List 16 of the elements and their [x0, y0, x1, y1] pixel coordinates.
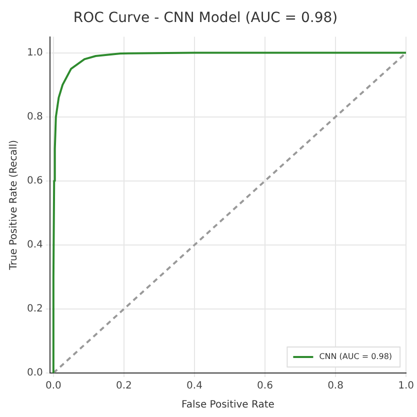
x-tick-label: 0.6	[257, 380, 273, 392]
y-axis-title: True Positive Rate (Recall)	[8, 140, 20, 271]
x-tick-label: 0.8	[328, 380, 344, 392]
x-axis-title: False Positive Rate	[182, 400, 274, 411]
x-tick-label: 0.4	[186, 380, 202, 392]
chart-title: ROC Curve - CNN Model (AUC = 0.98)	[73, 10, 338, 26]
y-tick-label: 0.2	[26, 304, 43, 315]
x-tick-label: 0.0	[45, 380, 62, 392]
legend-label: CNN (AUC = 0.98)	[319, 352, 392, 362]
y-tick-label: 0.8	[26, 111, 43, 122]
y-tick-label: 1.0	[26, 47, 43, 58]
y-tick-label: 0.0	[26, 368, 43, 379]
y-tick-label: 0.6	[26, 175, 43, 186]
x-tick-label: 0.2	[116, 380, 132, 392]
x-tick-label: 1.0	[398, 380, 414, 392]
y-tick-label: 0.4	[26, 240, 43, 251]
